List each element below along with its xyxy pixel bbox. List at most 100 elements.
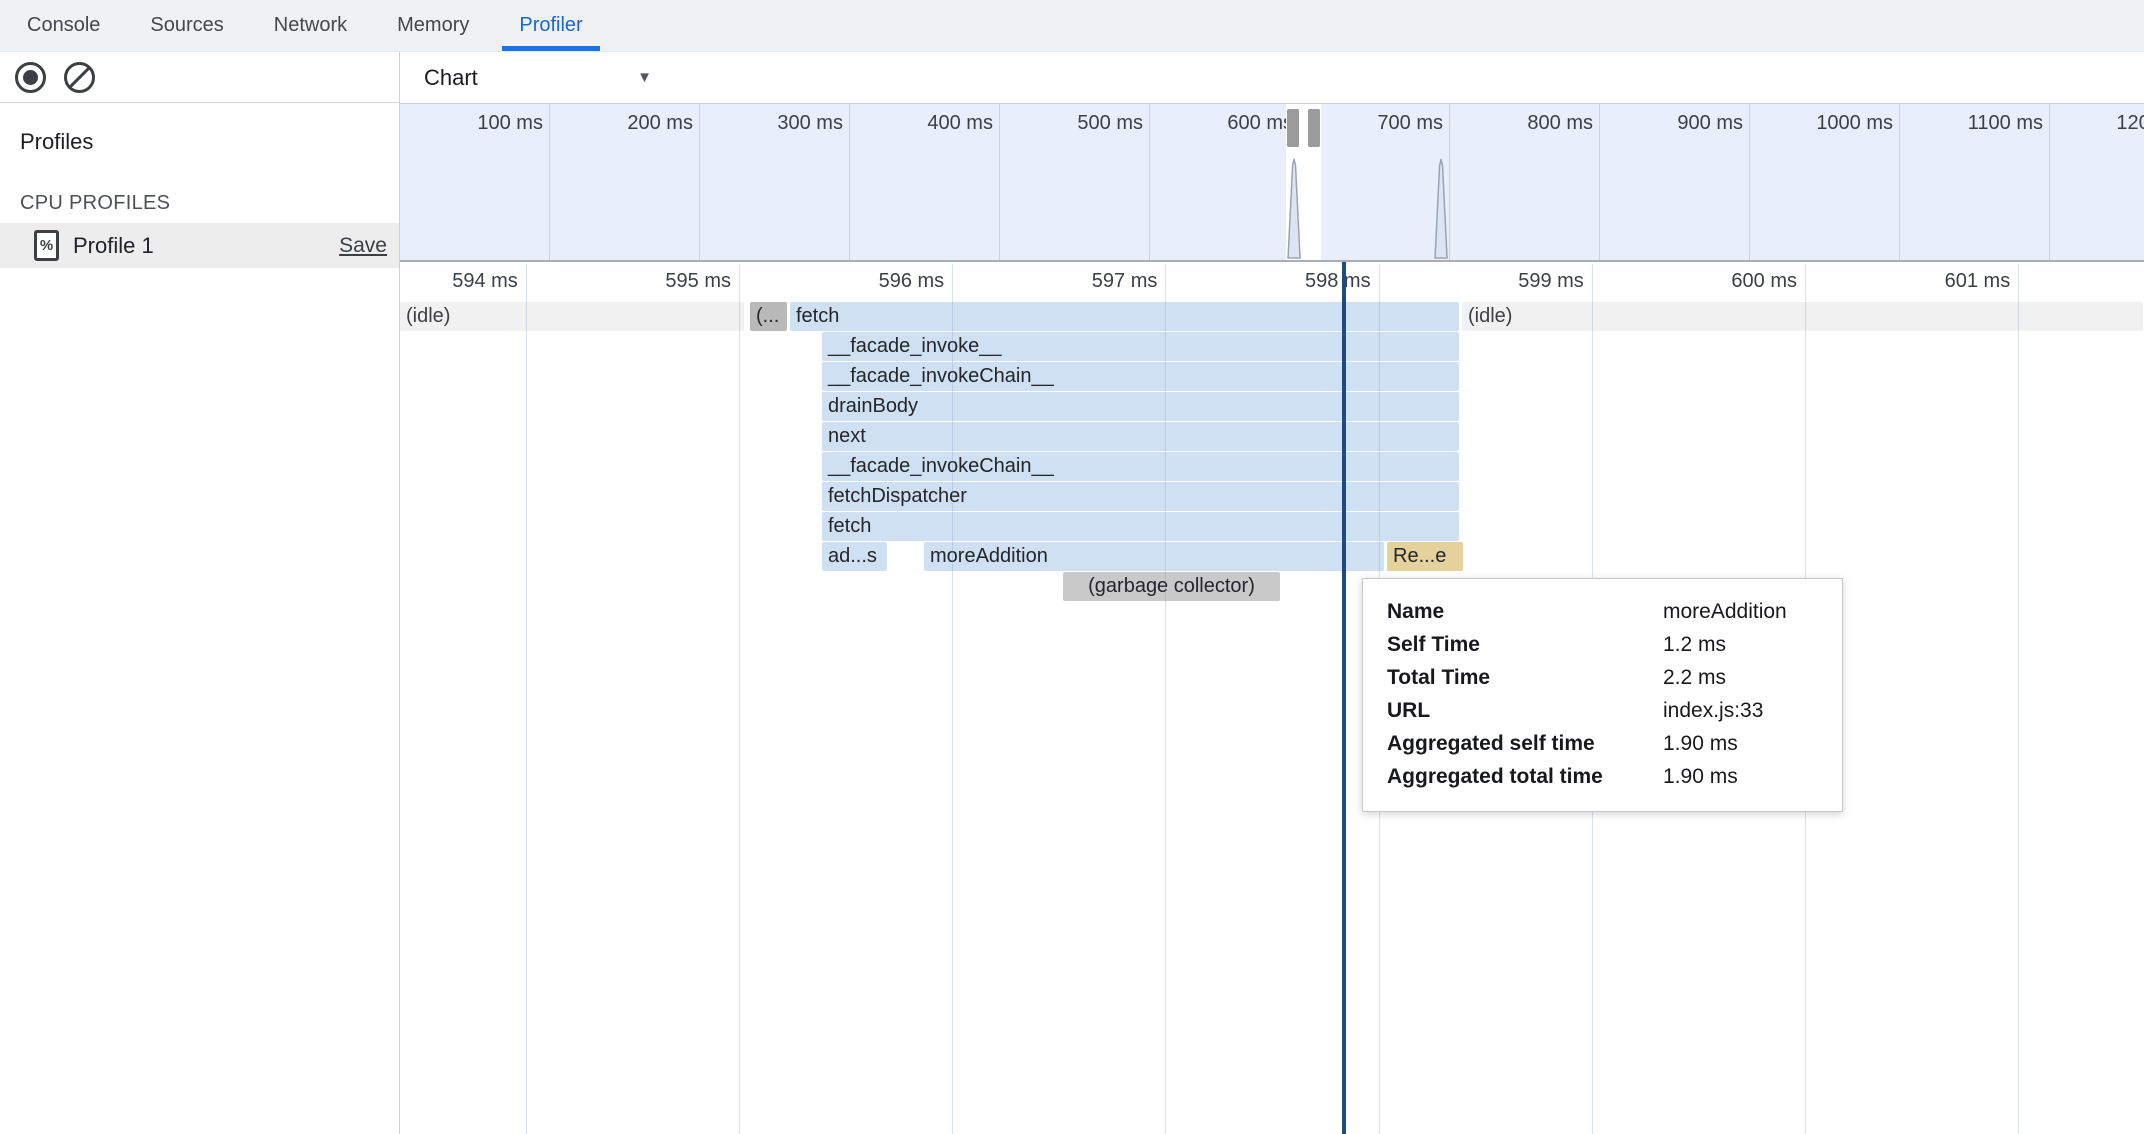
ruler-tick-label: 596 ms (878, 270, 945, 292)
profiles-heading: Profiles (20, 129, 94, 154)
ruler-tick-label: 601 ms (1944, 270, 2011, 292)
detail-gridline (2018, 264, 2020, 1134)
tooltip-value: 2.2 ms (1663, 666, 1727, 689)
flame-bar-fetch[interactable]: fetch (822, 512, 1459, 541)
detail-gridline (952, 264, 954, 1134)
flame-bar-re-e[interactable]: Re...e (1387, 542, 1463, 571)
ruler-tick-label: 598 ms (1305, 270, 1371, 292)
overview-gridline (848, 104, 850, 260)
ruler-tick-label: 600 ms (1731, 270, 1797, 292)
view-mode-select[interactable]: Chart ▼ (424, 65, 652, 91)
record-dot (23, 69, 38, 85)
tooltip-label: Aggregated total time (1387, 765, 1603, 788)
ruler-tick-label: 595 ms (665, 270, 731, 292)
flame-bar--facade-invoke-[interactable]: __facade_invoke__ (822, 332, 1459, 361)
chart-view-toolbar: Chart ▼ (400, 52, 2144, 104)
tooltip-row: Total Time 2.2 ms (1387, 661, 1818, 694)
overview-gridline (1749, 104, 1751, 260)
tooltip-row: Aggregated total time 1.90 ms (1387, 760, 1818, 793)
tooltip-value: index.js:33 (1663, 699, 1764, 722)
tab-memory[interactable]: Memory (397, 14, 470, 36)
overview-tick-label: 200 ms (627, 112, 693, 134)
flame-bar-ad-s[interactable]: ad...s (822, 542, 887, 571)
flame-bar--facade-invokechain-[interactable]: __facade_invokeChain__ (822, 452, 1459, 481)
flame-bar-fetch[interactable]: fetch (790, 302, 1459, 331)
flame-chart-panel: Chart ▼ 100 ms 200 ms 300 ms 400 ms 500 ms 60… (400, 52, 2144, 1134)
profiles-sidebar: Profiles CPU PROFILES % Profile 1 Save (0, 52, 400, 1134)
overview-gridline (698, 104, 700, 260)
overview-tick-label: 1000 ms (1816, 112, 1894, 134)
main-split: Profiles CPU PROFILES % Profile 1 Save C… (0, 52, 2144, 1134)
detail-gridline (1165, 264, 1167, 1134)
tooltip-value: moreAddition (1663, 600, 1787, 623)
profile-label: Profile 1 (73, 232, 154, 258)
overview-tick-label: 900 ms (1677, 112, 1744, 134)
detail-ruler: 594 ms 595 ms 596 ms 597 ms 598 ms 599 ms 600 … (400, 264, 2144, 300)
clear-slash (68, 66, 91, 88)
overview-tick-label: 100 ms (477, 112, 543, 134)
idle-bar: (idle) (1462, 302, 2143, 331)
overview-tick-label: 800 ms (1527, 112, 1594, 134)
view-mode-value: Chart (424, 64, 478, 90)
overview-tick-label: 600 ms (1227, 112, 1293, 134)
tooltip-row: Self Time 1.2 ms (1387, 628, 1818, 661)
flame-bar-next[interactable]: next (822, 422, 1459, 451)
detail-gridline (738, 264, 740, 1134)
detail-gridline (525, 264, 527, 1134)
flame-bar--facade-invokechain-[interactable]: __facade_invokeChain__ (822, 362, 1459, 391)
overview-gridline (548, 104, 550, 260)
tooltip-label: Aggregated self time (1387, 732, 1595, 755)
clear-icon[interactable] (64, 61, 95, 93)
profile-document-icon: % (34, 230, 59, 261)
cpu-profiles-section-heading: CPU PROFILES (20, 192, 171, 214)
flame-rows: (idle) (... fetch (idle) __facade_invoke__ __… (400, 302, 2144, 1134)
tooltip-value: 1.90 ms (1663, 732, 1738, 755)
record-icon[interactable] (15, 61, 46, 93)
selection-handle-right[interactable] (1308, 109, 1321, 147)
overview-gridline (1148, 104, 1150, 260)
tab-profiler[interactable]: Profiler (502, 0, 599, 51)
ruler-tick-label: 594 ms (452, 270, 518, 292)
overview-gridline (1899, 104, 1901, 260)
idle-bar: (idle) (400, 302, 744, 331)
tooltip-row: Aggregated self time 1.90 ms (1387, 727, 1818, 760)
overview-gridline (998, 104, 1000, 260)
overview-tick-label: 500 ms (1077, 112, 1143, 134)
flame-bar-drainbody[interactable]: drainBody (822, 392, 1459, 421)
overview-pane[interactable]: 100 ms 200 ms 300 ms 400 ms 500 ms 600 ms 700 … (400, 104, 2144, 262)
flame-bar-fetchdispatcher[interactable]: fetchDispatcher (822, 482, 1459, 511)
tooltip-label: Self Time (1387, 633, 1480, 656)
overview-tick-label: 1100 ms (1967, 112, 2044, 134)
chevron-down-icon: ▼ (637, 69, 652, 86)
overview-tick-label: 700 ms (1377, 112, 1443, 134)
tooltip-label: URL (1387, 699, 1431, 722)
tooltip-row: URL index.js:33 (1387, 694, 1818, 727)
devtools-tab-bar: Console Sources Network Memory Profiler (0, 0, 2144, 52)
timeline-cursor-line (1342, 262, 1347, 1134)
overview-gridline (1449, 104, 1450, 260)
frame-details-tooltip: Name moreAddition Self Time 1.2 ms Total Tim… (1362, 578, 1843, 812)
tooltip-value: 1.2 ms (1663, 633, 1727, 656)
overview-tick-label: 1200 ms (2116, 112, 2144, 134)
ruler-tick-label: 597 ms (1091, 270, 1158, 292)
flame-bar--[interactable]: (... (750, 302, 787, 331)
flame-bar-moreaddition[interactable]: moreAddition (924, 542, 1384, 571)
overview-gridline (1599, 104, 1601, 260)
tab-network[interactable]: Network (273, 14, 348, 36)
tooltip-label: Total Time (1387, 666, 1491, 689)
garbage-collector-bar[interactable]: (garbage collector) (1063, 572, 1280, 601)
overview-tick-label: 400 ms (927, 112, 993, 134)
overview-tick-label: 300 ms (777, 112, 843, 134)
save-profile-link[interactable]: Save (339, 233, 387, 257)
profiler-toolbar (0, 52, 399, 103)
tooltip-label: Name (1387, 600, 1445, 623)
tooltip-row: Name moreAddition (1387, 595, 1818, 628)
cpu-activity-spike (1434, 158, 1448, 259)
ruler-tick-label: 599 ms (1518, 270, 1584, 292)
tab-console[interactable]: Console (27, 14, 101, 36)
selection-handle-left[interactable] (1286, 109, 1299, 147)
tab-sources[interactable]: Sources (150, 14, 224, 36)
sidebar-item-profile-1[interactable]: % Profile 1 Save (0, 223, 399, 268)
tooltip-value: 1.90 ms (1663, 765, 1738, 788)
